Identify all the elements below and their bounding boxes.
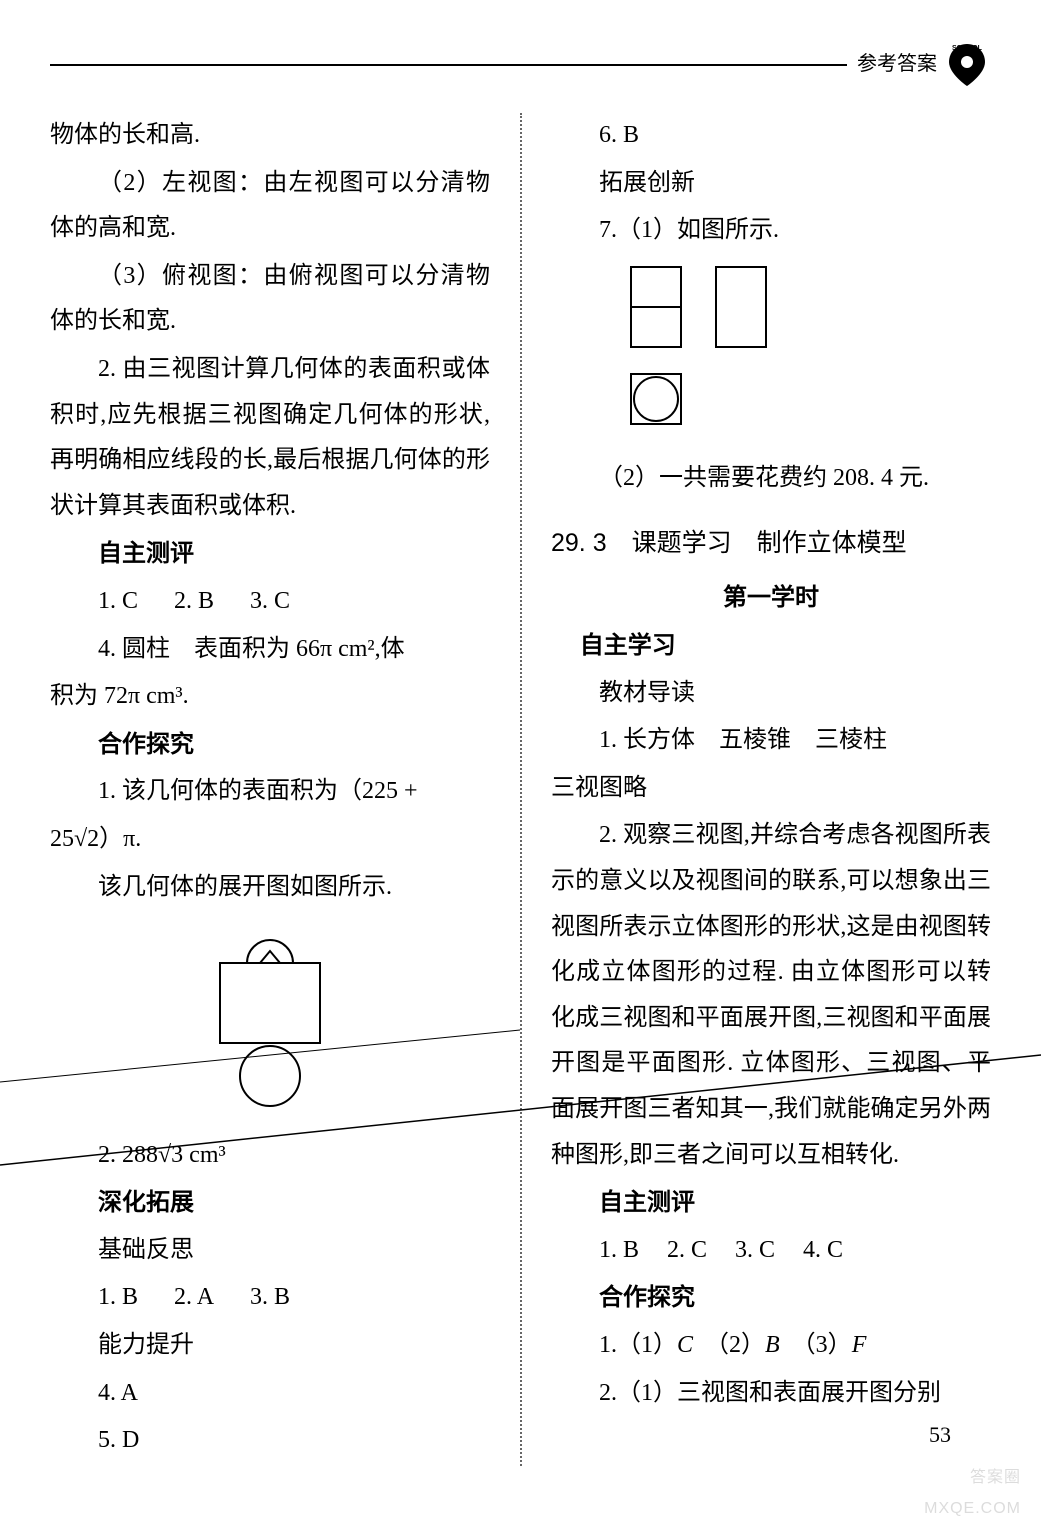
answer-item: 1. B bbox=[599, 1237, 639, 1263]
watermark-url: MXQE.COM bbox=[924, 1494, 1021, 1524]
text-block: 2.（1）三视图和表面展开图分别 bbox=[551, 1371, 991, 1417]
answer-item: 4. C bbox=[803, 1237, 843, 1263]
figure-views-diagram bbox=[551, 262, 991, 449]
answer-item: 1. C bbox=[98, 588, 138, 614]
answer-item: 2. B bbox=[174, 588, 214, 614]
answer-lead: （3） bbox=[780, 1332, 852, 1358]
school-badge-icon: SCHOOL bbox=[943, 40, 991, 88]
answer-lead: 1.（1） bbox=[599, 1332, 677, 1358]
answer-item: 3. C bbox=[250, 588, 290, 614]
text-block: 物体的长和高. bbox=[50, 113, 490, 159]
header-label: 参考答案 bbox=[847, 45, 937, 83]
answer-item: 6. B bbox=[551, 113, 991, 159]
header-rule bbox=[50, 64, 871, 66]
lesson-title: 第一学时 bbox=[551, 575, 991, 621]
answer-item: 5. D bbox=[50, 1418, 490, 1464]
text-block: 7.（1）如图所示. bbox=[551, 208, 991, 254]
answer-row: 1. C 2. B 3. C bbox=[50, 579, 490, 625]
answer-item: 2. C bbox=[667, 1237, 707, 1263]
divider-line bbox=[520, 113, 522, 1466]
content-columns: 物体的长和高. （2）左视图：由左视图可以分清物体的高和宽. （3）俯视图：由俯… bbox=[50, 113, 991, 1466]
subheading: 自主学习 bbox=[551, 623, 991, 669]
answer-item: 1. B bbox=[98, 1284, 138, 1310]
answer-item: 3. B bbox=[250, 1284, 290, 1310]
subheading: 深化拓展 bbox=[50, 1180, 490, 1226]
subheading-minor: 教材导读 bbox=[551, 671, 991, 717]
answer-item: B bbox=[765, 1332, 780, 1358]
text-block: 1. 该几何体的表面积为（225 + bbox=[50, 769, 490, 815]
subheading-minor: 基础反思 bbox=[50, 1228, 490, 1274]
column-divider bbox=[520, 113, 521, 1466]
text-block: （2）左视图：由左视图可以分清物体的高和宽. bbox=[50, 161, 490, 252]
page-number: 53 bbox=[929, 1414, 951, 1456]
watermark-text: 答案圈 bbox=[924, 1463, 1021, 1493]
answer-item: 积为 72π cm³. bbox=[50, 674, 490, 720]
answer-item: 2. 288√3 cm³ bbox=[50, 1133, 490, 1179]
text-block: （3）俯视图：由俯视图可以分清物体的长和宽. bbox=[50, 254, 490, 345]
text-block: 2. 由三视图计算几何体的表面积或体积时,应先根据三视图确定几何体的形状,再明确… bbox=[50, 347, 490, 529]
answer-item: 3. C bbox=[735, 1237, 775, 1263]
text-block: 三视图略 bbox=[551, 766, 991, 812]
answer-row: 1.（1）C （2）B （3）F bbox=[551, 1323, 991, 1369]
subheading: 自主测评 bbox=[551, 1180, 991, 1226]
svg-text:SCHOOL: SCHOOL bbox=[952, 45, 983, 52]
answer-lead: （2） bbox=[693, 1332, 765, 1358]
watermark: 答案圈 MXQE.COM bbox=[924, 1463, 1021, 1524]
subheading: 合作探究 bbox=[50, 722, 490, 768]
text-block: 2. 观察三视图,并综合考虑各视图所表示的意义以及视图间的联系,可以想象出三视图… bbox=[551, 813, 991, 1178]
answer-item: C bbox=[677, 1332, 693, 1358]
figure-net-diagram bbox=[50, 918, 490, 1125]
subheading: 合作探究 bbox=[551, 1275, 991, 1321]
text-block: 25√2）π. bbox=[50, 817, 490, 863]
answer-row: 1. B 2. A 3. B bbox=[50, 1275, 490, 1321]
left-column: 物体的长和高. （2）左视图：由左视图可以分清物体的高和宽. （3）俯视图：由俯… bbox=[50, 113, 490, 1466]
subheading-minor: 拓展创新 bbox=[551, 161, 991, 207]
answer-item: 2. A bbox=[174, 1284, 214, 1310]
text-block: （2）一共需要花费约 208. 4 元. bbox=[551, 456, 991, 502]
right-column: 6. B 拓展创新 7.（1）如图所示. （2）一共需要花费约 208. 4 元… bbox=[551, 113, 991, 1466]
answer-row: 1. B 2. C 3. C 4. C bbox=[551, 1228, 991, 1274]
text-block: 该几何体的展开图如图所示. bbox=[50, 865, 490, 911]
text-block: 1. 长方体 五棱锥 三棱柱 bbox=[551, 718, 991, 764]
page-header: 参考答案 SCHOOL bbox=[50, 40, 991, 88]
answer-item: 4. A bbox=[50, 1371, 490, 1417]
answer-item: 4. 圆柱 表面积为 66π cm²,体 bbox=[50, 627, 490, 673]
subheading: 自主测评 bbox=[50, 531, 490, 577]
section-title: 29. 3 课题学习 制作立体模型 bbox=[551, 520, 991, 568]
answer-item: F bbox=[852, 1332, 867, 1358]
subheading-minor: 能力提升 bbox=[50, 1323, 490, 1369]
